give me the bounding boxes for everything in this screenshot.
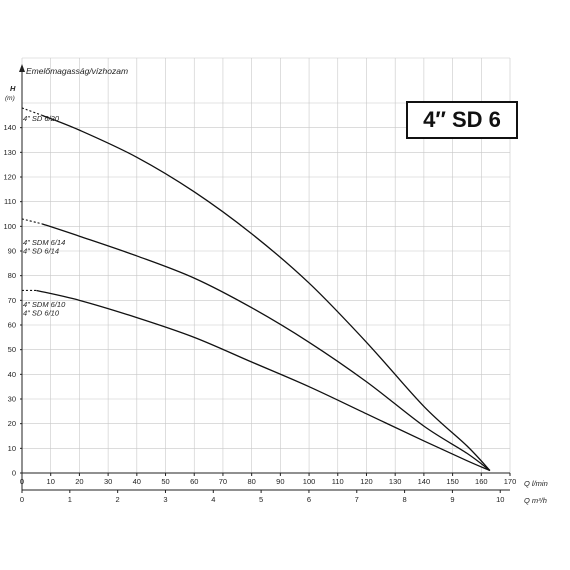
y-tick-label: 20 [8,419,16,428]
y-tick-label: 110 [4,197,16,206]
x2-tick-label: 7 [355,495,359,504]
x-tick-label: 80 [247,477,255,486]
y-axis-unit: (m) [5,95,15,102]
x-tick-label: 120 [360,477,373,486]
y-tick-label: 100 [3,222,16,231]
x2-tick-label: 5 [259,495,263,504]
x2-tick-label: 10 [496,495,504,504]
y-tick-label: 10 [8,444,16,453]
chart-title: 4″ SD 6 [406,101,518,139]
series-curve-dashed [21,107,43,116]
y-tick-label: 0 [12,469,16,478]
y-tick-label: 50 [8,345,16,354]
axes [19,64,511,493]
series-curve [36,289,491,472]
y-tick-label: 130 [3,148,16,157]
x-tick-label: 90 [276,477,284,486]
x2-tick-label: 8 [403,495,407,504]
x2-tick-label: 4 [211,495,215,504]
x-tick-label: 100 [303,477,316,486]
series-label: 4" SD 6/14 [23,247,59,256]
series-label: 4" SDM 6/14 [23,238,65,247]
x-tick-label: 150 [446,477,459,486]
x-tick-label: 70 [219,477,227,486]
x-tick-label: 10 [47,477,55,486]
x2-tick-label: 2 [116,495,120,504]
x-tick-label: 20 [75,477,83,486]
x-tick-label: 30 [104,477,112,486]
series-label: 4" SD 6/10 [23,309,60,318]
series-curve-dashed [21,218,43,225]
x2-tick-label: 0 [20,495,24,504]
x-axis-title-m3h: Q m³/h [524,496,547,505]
x2-tick-label: 3 [163,495,167,504]
y-tick-label: 60 [8,321,16,330]
x2-tick-label: 1 [68,495,72,504]
y-tick-label: 70 [8,296,16,305]
x-tick-label: 130 [389,477,402,486]
series-curve [41,223,491,472]
x-tick-label: 0 [20,477,24,486]
x-axis-title-lmin: Q l/min [524,479,548,488]
y-tick-label: 80 [8,271,16,280]
y-tick-label: 40 [8,370,16,379]
y-axis-symbol: H [10,84,16,93]
x2-tick-label: 9 [450,495,454,504]
x2-tick-label: 6 [307,495,311,504]
curves [21,107,491,472]
y-axis-title: Emelőmagasság/vízhozam [26,66,128,76]
x-tick-label: 160 [475,477,488,486]
x-tick-label: 170 [504,477,517,486]
y-tick-label: 120 [3,173,16,182]
y-axis-arrow [19,64,25,72]
series-label: 4" SD 6/20 [23,114,60,123]
series-label: 4" SDM 6/10 [23,300,66,309]
series-curve [41,114,491,471]
y-tick-label: 30 [8,395,16,404]
x-tick-label: 60 [190,477,198,486]
y-tick-label: 90 [8,247,16,256]
y-tick-label: 140 [3,123,16,132]
x-tick-label: 50 [161,477,169,486]
x-tick-label: 40 [133,477,141,486]
x-tick-label: 110 [332,477,344,486]
x-tick-label: 140 [418,477,431,486]
